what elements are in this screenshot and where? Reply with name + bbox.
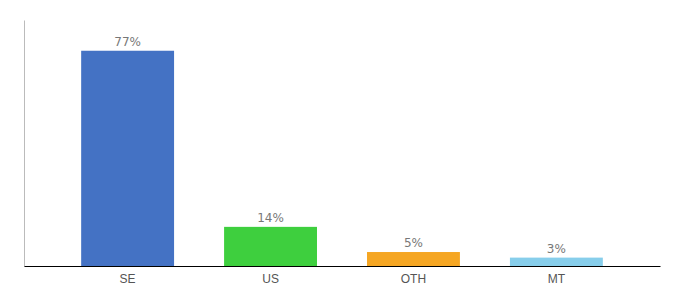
bar — [81, 51, 174, 266]
x-axis-line — [25, 266, 661, 267]
chart: SE US OTH MT 77% 14% 5% 3% — [0, 0, 680, 300]
x-tick: US — [262, 266, 279, 286]
data-label: 3% — [547, 242, 566, 256]
x-tick-label: MT — [548, 272, 566, 286]
y-axis-line — [24, 21, 25, 267]
bar — [510, 258, 603, 266]
data-label: 5% — [404, 236, 423, 250]
x-tick: MT — [548, 266, 566, 286]
x-tick-label: SE — [120, 272, 136, 286]
bars — [81, 51, 603, 266]
data-labels: 77% 14% 5% 3% — [114, 35, 566, 256]
x-tick-label: US — [262, 272, 279, 286]
y-axis — [24, 21, 25, 267]
x-tick-label: OTH — [401, 272, 426, 286]
bar — [367, 252, 460, 266]
data-label: 77% — [114, 35, 141, 49]
plot: SE US OTH MT 77% 14% 5% 3% — [25, 21, 661, 286]
x-tick: SE — [120, 266, 136, 286]
x-tick: OTH — [401, 266, 426, 286]
x-axis: SE US OTH MT — [25, 266, 661, 286]
data-label: 14% — [257, 211, 284, 225]
bar — [224, 227, 317, 266]
